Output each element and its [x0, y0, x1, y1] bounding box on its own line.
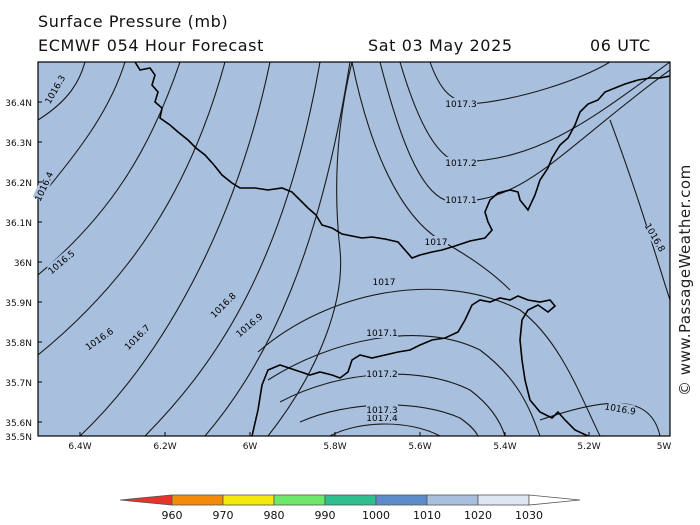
lon-tick-label: 5W [657, 442, 672, 452]
legend-tick: 1020 [464, 509, 492, 522]
lat-tick-label: 36.3N [5, 139, 32, 149]
longitude-axis: 6.4W 6.2W 6W 5.8W 5.6W 5.4W 5.2W 5W [68, 442, 671, 452]
legend-swatch [119, 494, 173, 506]
legend-swatch [324, 494, 377, 506]
sea-area [38, 62, 670, 436]
lat-tick-label: 35.9N [5, 299, 32, 309]
chart-title: Surface Pressure (mb) [38, 12, 229, 31]
lat-tick-label: 36.4N [5, 99, 32, 109]
model-run: ECMWF 054 Hour Forecast [38, 36, 264, 55]
isobar-label: 1017.2 [445, 159, 477, 169]
lon-tick-label: 6.4W [68, 442, 91, 452]
lat-tick-label: 35.6N [5, 419, 32, 429]
latitude-axis: 36.4N 36.3N 36.2N 36.1N 36N 35.9N 35.8N … [5, 99, 32, 443]
isobar-label: 1017.2 [366, 370, 398, 380]
isobar-label: 1017.1 [445, 196, 477, 206]
lon-tick-label: 5.4W [493, 442, 516, 452]
isobar-label: 1017.3 [445, 100, 477, 110]
legend-tick: 1030 [515, 509, 543, 522]
legend-swatch [273, 494, 326, 506]
lon-tick-label: 5.8W [323, 442, 346, 452]
lat-tick-label: 36.2N [5, 179, 32, 189]
lon-tick-label: 5.2W [577, 442, 600, 452]
coastline [134, 62, 670, 436]
lat-tick-label: 36.1N [5, 219, 32, 229]
lat-ticks [38, 101, 42, 423]
lon-tick-label: 6W [243, 442, 258, 452]
lon-tick-label: 5.6W [408, 442, 431, 452]
forecast-date: Sat 03 May 2025 [368, 36, 513, 55]
lat-tick-label: 36N [14, 259, 32, 269]
legend-swatch [528, 494, 581, 506]
legend-tick: 990 [315, 509, 336, 522]
legend-tick: 960 [162, 509, 183, 522]
legend-swatch [222, 494, 275, 506]
plot-frame [37, 61, 671, 437]
isobar-label: 1017 [373, 278, 396, 288]
legend-tick: 1000 [362, 509, 390, 522]
lat-tick-label: 35.5N [5, 433, 32, 443]
legend-swatch [477, 494, 530, 506]
legend-tick: 980 [264, 509, 285, 522]
legend-swatch [375, 494, 428, 506]
pressure-legend: 960 970 980 990 1000 1010 1020 1030 [119, 494, 581, 522]
isobar-label: 1017.1 [366, 329, 398, 339]
lon-ticks [79, 432, 590, 436]
forecast-time: 06 UTC [590, 36, 651, 55]
website-credit: © www.PassageWeather.com [676, 164, 694, 396]
legend-swatch [426, 494, 479, 506]
legend-tick: 970 [213, 509, 234, 522]
legend-swatch [171, 494, 224, 506]
legend-tick: 1010 [413, 509, 441, 522]
lat-tick-label: 35.7N [5, 379, 32, 389]
lon-tick-label: 6.2W [153, 442, 176, 452]
isobar-label: 1017.3 [366, 406, 398, 416]
isobar-label: 1017 [425, 238, 448, 248]
isobar-label: 1017.4 [366, 414, 398, 424]
lat-tick-label: 35.8N [5, 339, 32, 349]
